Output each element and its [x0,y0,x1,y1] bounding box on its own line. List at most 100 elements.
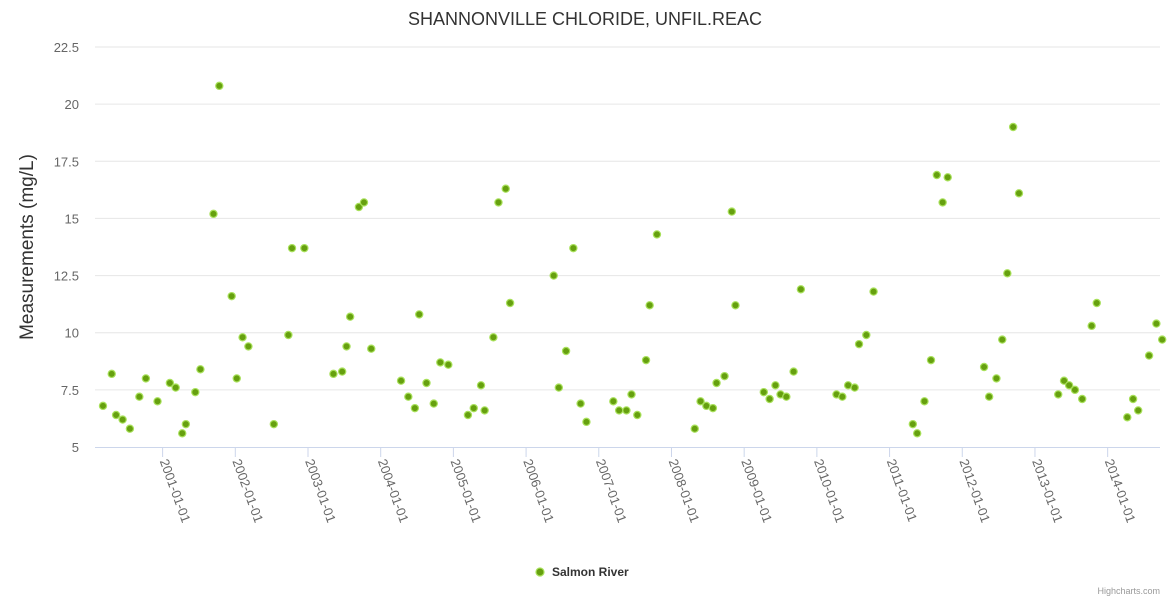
data-point[interactable] [850,383,859,392]
data-point[interactable] [1059,376,1069,385]
data-point[interactable] [920,397,929,406]
data-point[interactable] [720,371,729,381]
data-point[interactable] [796,285,806,294]
data-point[interactable] [429,399,438,408]
data-point[interactable] [789,367,798,376]
data-point[interactable] [125,424,135,433]
data-point[interactable] [943,173,952,182]
data-point[interactable] [708,403,718,413]
data-point[interactable] [111,410,121,420]
data-point[interactable] [209,209,218,219]
data-point[interactable] [854,339,864,349]
data-point[interactable] [1078,394,1087,404]
data-point[interactable] [838,392,847,401]
data-point[interactable] [436,358,445,367]
data-point[interactable] [345,312,355,321]
data-point[interactable] [191,387,200,397]
data-point[interactable] [908,419,918,429]
data-point[interactable] [396,376,406,385]
data-point[interactable] [759,387,769,397]
data-point[interactable] [367,344,376,353]
data-point[interactable] [1123,413,1132,422]
data-point[interactable] [582,417,591,427]
data-point[interactable] [645,301,654,310]
data-point[interactable] [696,397,705,406]
data-point[interactable] [141,374,151,383]
data-point[interactable] [227,291,236,301]
data-point[interactable] [287,243,297,253]
data-point[interactable] [1014,189,1024,198]
data-point[interactable] [181,419,191,429]
data-point[interactable] [238,333,247,342]
data-point[interactable] [489,333,498,342]
data-point[interactable] [135,392,144,401]
data-point[interactable] [771,381,780,390]
data-point[interactable] [992,374,1001,383]
data-point[interactable] [215,81,224,91]
data-point[interactable] [712,378,721,388]
data-point[interactable] [869,287,878,296]
data-point[interactable] [1064,381,1074,390]
data-point[interactable] [549,271,558,280]
data-point[interactable] [342,342,351,351]
data-point[interactable] [329,369,338,379]
data-point[interactable] [469,403,478,413]
data-point[interactable] [410,403,420,413]
data-point[interactable] [354,202,364,212]
data-point[interactable] [622,406,631,415]
data-point[interactable] [627,390,636,399]
data-point[interactable] [476,381,486,390]
data-point[interactable] [196,365,205,374]
credits-link[interactable]: Highcharts.com [1097,586,1160,596]
data-point[interactable] [1054,390,1063,399]
data-point[interactable] [1070,385,1080,395]
data-point[interactable] [561,346,571,356]
data-point[interactable] [609,397,618,406]
data-point[interactable] [1128,394,1138,404]
data-point[interactable] [614,406,624,415]
data-point[interactable] [731,301,740,310]
data-point[interactable] [178,429,187,438]
data-point[interactable] [171,383,180,392]
data-point[interactable] [284,330,293,340]
legend[interactable]: Salmon River [535,565,629,579]
data-point[interactable] [984,392,994,401]
data-point[interactable] [633,410,642,420]
data-point[interactable] [1152,319,1161,328]
data-point[interactable] [1092,298,1101,308]
data-point[interactable] [1087,321,1096,331]
data-point[interactable] [244,342,253,351]
data-point[interactable] [641,355,651,365]
data-point[interactable] [979,362,989,372]
data-point[interactable] [554,383,564,392]
data-point[interactable] [165,378,175,388]
data-point[interactable] [232,374,241,383]
data-point[interactable] [652,230,662,239]
data-point[interactable] [269,419,279,429]
data-point[interactable] [480,406,489,415]
data-point[interactable] [107,369,116,379]
data-point[interactable] [569,243,578,253]
data-point[interactable] [505,298,515,308]
data-point[interactable] [1008,122,1018,132]
data-point[interactable] [153,397,162,406]
data-point[interactable] [862,330,871,340]
data-point[interactable] [690,424,699,433]
data-point[interactable] [727,207,737,216]
data-point[interactable] [932,170,942,180]
data-point[interactable] [300,243,309,253]
data-point[interactable] [501,184,510,193]
data-point[interactable] [494,198,503,207]
data-point[interactable] [463,410,473,420]
legend-item-salmon-river[interactable]: Salmon River [552,565,629,579]
data-point[interactable] [1003,269,1012,278]
data-point[interactable] [118,415,127,424]
data-point[interactable] [576,399,585,408]
data-point[interactable] [404,392,413,401]
data-point[interactable] [1144,351,1154,360]
data-point[interactable] [359,198,369,207]
data-point[interactable] [926,355,936,365]
data-point[interactable] [998,335,1007,344]
data-point[interactable] [782,392,791,401]
data-point[interactable] [337,367,347,376]
